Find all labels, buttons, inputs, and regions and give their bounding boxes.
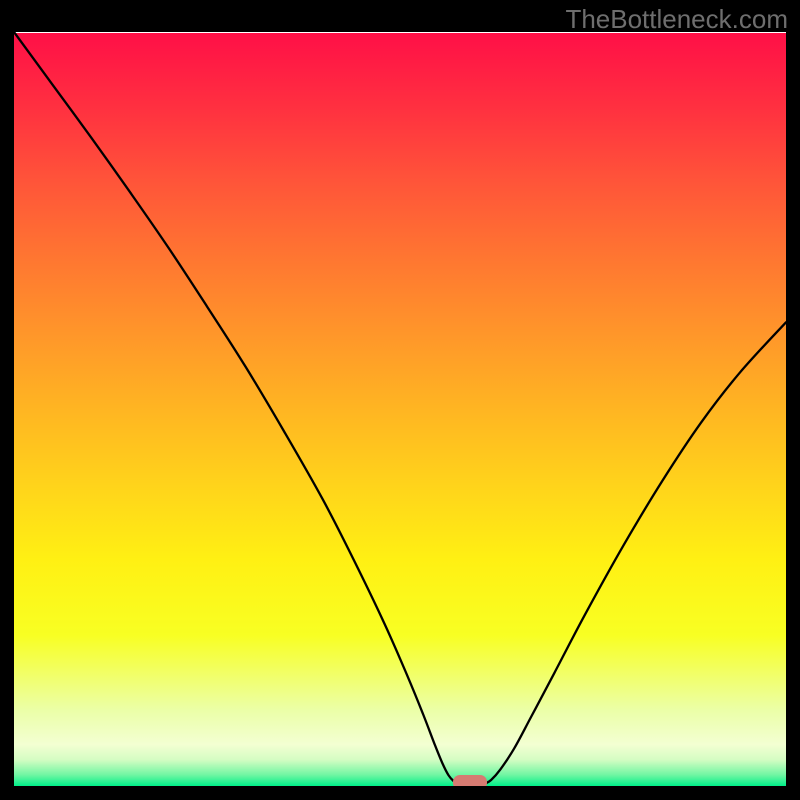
attribution-watermark: TheBottleneck.com xyxy=(565,4,788,35)
frame-bottom xyxy=(0,786,800,800)
frame-right xyxy=(786,0,800,800)
plot-area xyxy=(14,32,786,786)
frame-left xyxy=(0,0,14,800)
chart-canvas: TheBottleneck.com xyxy=(0,0,800,800)
bottleneck-curve xyxy=(14,32,786,786)
curve-right xyxy=(485,322,786,783)
curve-left xyxy=(14,32,458,784)
